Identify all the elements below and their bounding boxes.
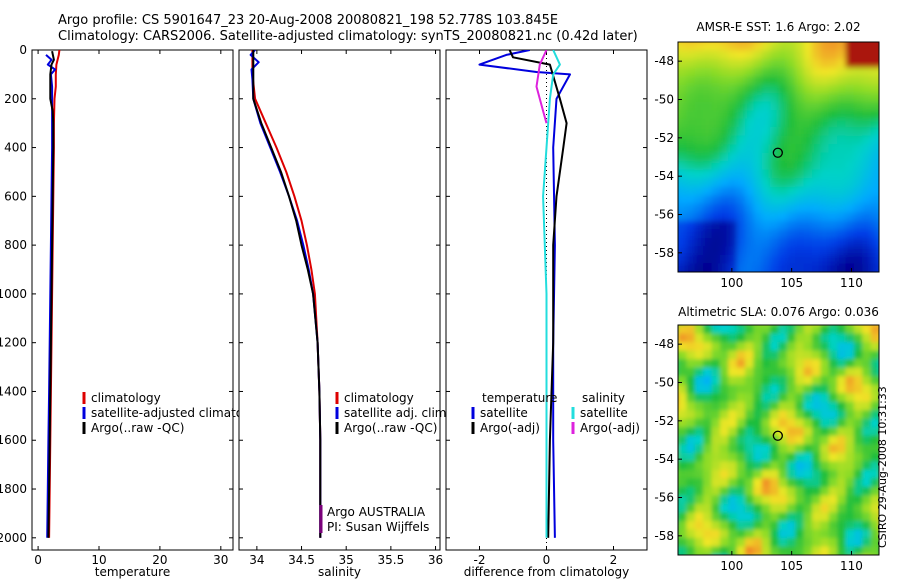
- panel-salinity: 34 34.5 35 35.5 36 salinity climatologysatelli…: [238, 49, 450, 579]
- x-tick-label: 36: [428, 553, 443, 567]
- x-tick-label: 0: [34, 553, 42, 567]
- legend-label: Argo(..raw -QC): [91, 421, 184, 435]
- y-tick-label: -50: [654, 376, 674, 390]
- y-tick-label: 600: [4, 189, 27, 203]
- annotation-text: PI: Susan Wijffels: [327, 520, 429, 534]
- y-tick-label: -56: [654, 208, 674, 222]
- y-tick-label: 1800: [0, 482, 27, 496]
- x-tick-label: 105: [780, 276, 803, 290]
- map-frame: [677, 324, 880, 556]
- y-tick-label: 0: [19, 43, 27, 57]
- map-panels: AMSR-E SST: 1.6 Argo: 2.02 100 105 110 -48 -5…: [654, 20, 880, 573]
- legend-label: satellite adj. clim.: [344, 406, 450, 420]
- annotation-text: Argo AUSTRALIA: [327, 505, 426, 519]
- plot-frame: [31, 49, 234, 551]
- series-line-black: [252, 50, 322, 538]
- y-tick-label: -58: [654, 529, 674, 543]
- y-tick-label: -50: [654, 93, 674, 107]
- legend-label: Argo(-adj): [480, 421, 540, 435]
- legend-label: satellite-adjusted climatology: [91, 406, 269, 420]
- figure-title-line2: Climatology: CARS2006. Satellite-adjuste…: [58, 29, 638, 44]
- series-line-magenta: [535, 50, 548, 124]
- x-tick-label: 110: [840, 276, 863, 290]
- y-tick-label: 2000: [0, 531, 27, 545]
- legend-label: satellite: [580, 406, 628, 420]
- x-tick-label: 20: [152, 553, 167, 567]
- plot-frame: [238, 49, 441, 551]
- timestamp-stamp: CSIRO 29-Aug-2008 10:31:33: [876, 386, 889, 548]
- legend-label: temperature: [482, 391, 557, 405]
- x-tick-label: 30: [213, 553, 228, 567]
- y-tick-label: 800: [4, 238, 27, 252]
- legend-label: climatology: [91, 391, 161, 405]
- series-line-blue: [45, 54, 57, 538]
- x-tick-label: 34: [249, 553, 264, 567]
- x-axis-label: salinity: [318, 565, 361, 579]
- x-tick-label: 10: [91, 553, 106, 567]
- map-sla: Altimetric SLA: 0.076 Argo: 0.036 100 105 1…: [654, 305, 880, 573]
- map-sst: AMSR-E SST: 1.6 Argo: 2.02 100 105 110 -48 -5…: [654, 20, 880, 290]
- y-tick-label: -48: [654, 54, 674, 68]
- y-tick-label: -52: [654, 414, 674, 428]
- map-title: AMSR-E SST: 1.6 Argo: 2.02: [696, 20, 860, 34]
- panel-temperature: 0 10 20 30 0 200 400 600 800 1000 1200 1400 1600 1800…: [0, 43, 269, 579]
- y-tick-label: 200: [4, 92, 27, 106]
- series-line-cyan: [542, 50, 561, 538]
- y-tick-label: 1000: [0, 287, 27, 301]
- x-tick-label: 34.5: [288, 553, 315, 567]
- x-axis-label: difference from climatology: [464, 565, 630, 579]
- y-tick-label: -56: [654, 491, 674, 505]
- series-line-black: [47, 50, 55, 538]
- y-tick-label: -58: [654, 246, 674, 260]
- figure-title-line1: Argo profile: CS 5901647_23 20-Aug-2008 …: [58, 13, 559, 28]
- argo-float-marker: [772, 430, 783, 441]
- legend: temperaturesatelliteArgo(-adj)salinitysa…: [471, 391, 640, 435]
- y-tick-label: 1400: [0, 384, 27, 398]
- legend-label: salinity: [582, 391, 625, 405]
- x-tick-label: 0: [543, 553, 551, 567]
- x-tick-label: 2: [610, 553, 618, 567]
- legend-label: climatology: [344, 391, 414, 405]
- x-tick-label: 100: [720, 559, 743, 573]
- argo-float-marker: [772, 147, 783, 158]
- legend-label: satellite: [480, 406, 528, 420]
- map-frame: [677, 41, 880, 273]
- x-tick-label: 35: [339, 553, 354, 567]
- y-tick-label: 1200: [0, 336, 27, 350]
- series-line-black: [508, 50, 568, 538]
- legend-label: Argo(..raw -QC): [344, 421, 437, 435]
- profile-panels: 0 10 20 30020040060080010001200140016001800…: [0, 43, 648, 579]
- y-tick-label: 1600: [0, 433, 27, 447]
- legend-label: Argo(-adj): [580, 421, 640, 435]
- y-tick-label: -54: [654, 169, 674, 183]
- x-tick-label: 110: [840, 559, 863, 573]
- x-tick-label: -2: [474, 553, 486, 567]
- x-axis-label: temperature: [95, 565, 170, 579]
- map-field: [678, 42, 879, 272]
- y-tick-label: -48: [654, 337, 674, 351]
- map-field: [678, 325, 879, 555]
- x-tick-label: 100: [720, 276, 743, 290]
- y-tick-label: 400: [4, 141, 27, 155]
- series-line-blue: [478, 50, 571, 538]
- x-tick-label: 35.5: [378, 553, 405, 567]
- x-tick-label: 105: [780, 559, 803, 573]
- map-title: Altimetric SLA: 0.076 Argo: 0.036: [678, 305, 879, 319]
- y-tick-label: -54: [654, 452, 674, 466]
- y-tick-label: -52: [654, 131, 674, 145]
